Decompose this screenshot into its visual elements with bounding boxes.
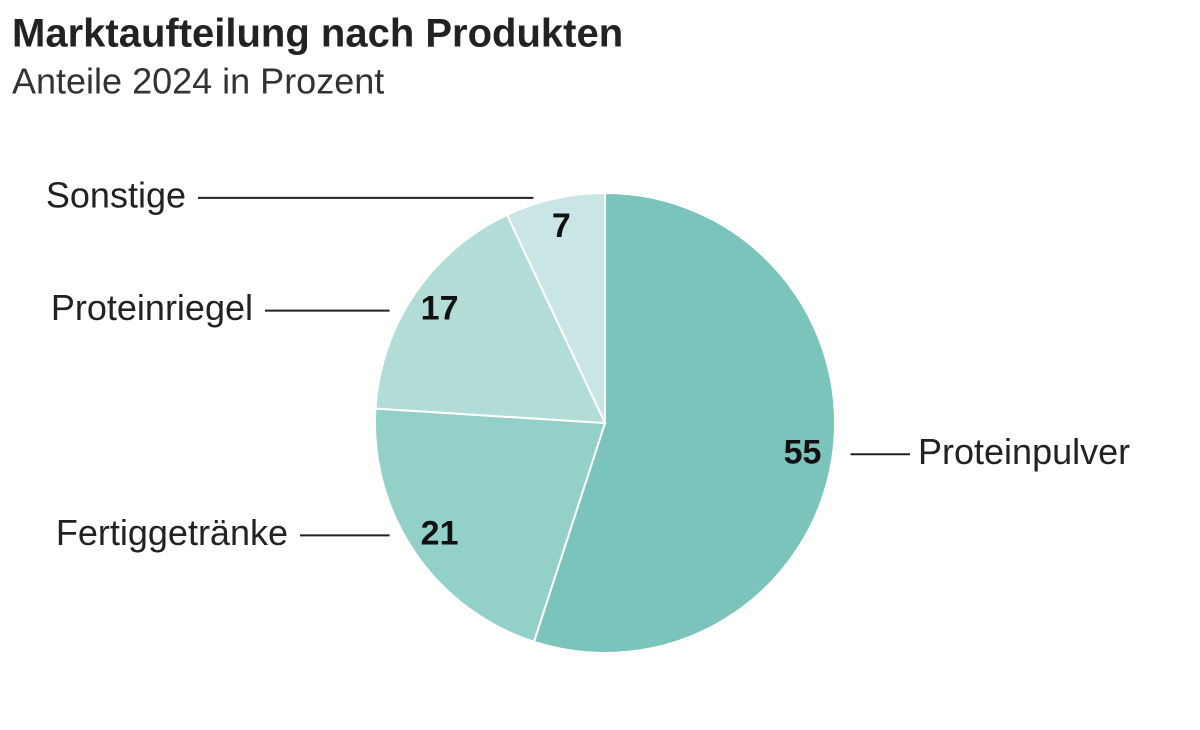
pie-slice bbox=[505, 191, 606, 424]
value-label: 55 bbox=[784, 433, 822, 471]
category-label: Proteinpulver bbox=[918, 431, 1130, 472]
pie-slice bbox=[374, 213, 607, 425]
category-label: Sonstige bbox=[46, 174, 186, 215]
chart-title: Marktaufteilung nach Produkten bbox=[12, 12, 623, 56]
value-label: 17 bbox=[421, 290, 459, 328]
category-label: Fertiggetränke bbox=[56, 512, 288, 553]
chart-subtitle: Anteile 2024 in Prozent bbox=[12, 61, 384, 102]
pie-slice bbox=[532, 191, 836, 654]
value-label: 7 bbox=[552, 207, 571, 245]
value-label: 21 bbox=[421, 514, 459, 552]
pie-slice bbox=[374, 407, 607, 644]
category-label: Proteinriegel bbox=[51, 287, 253, 328]
